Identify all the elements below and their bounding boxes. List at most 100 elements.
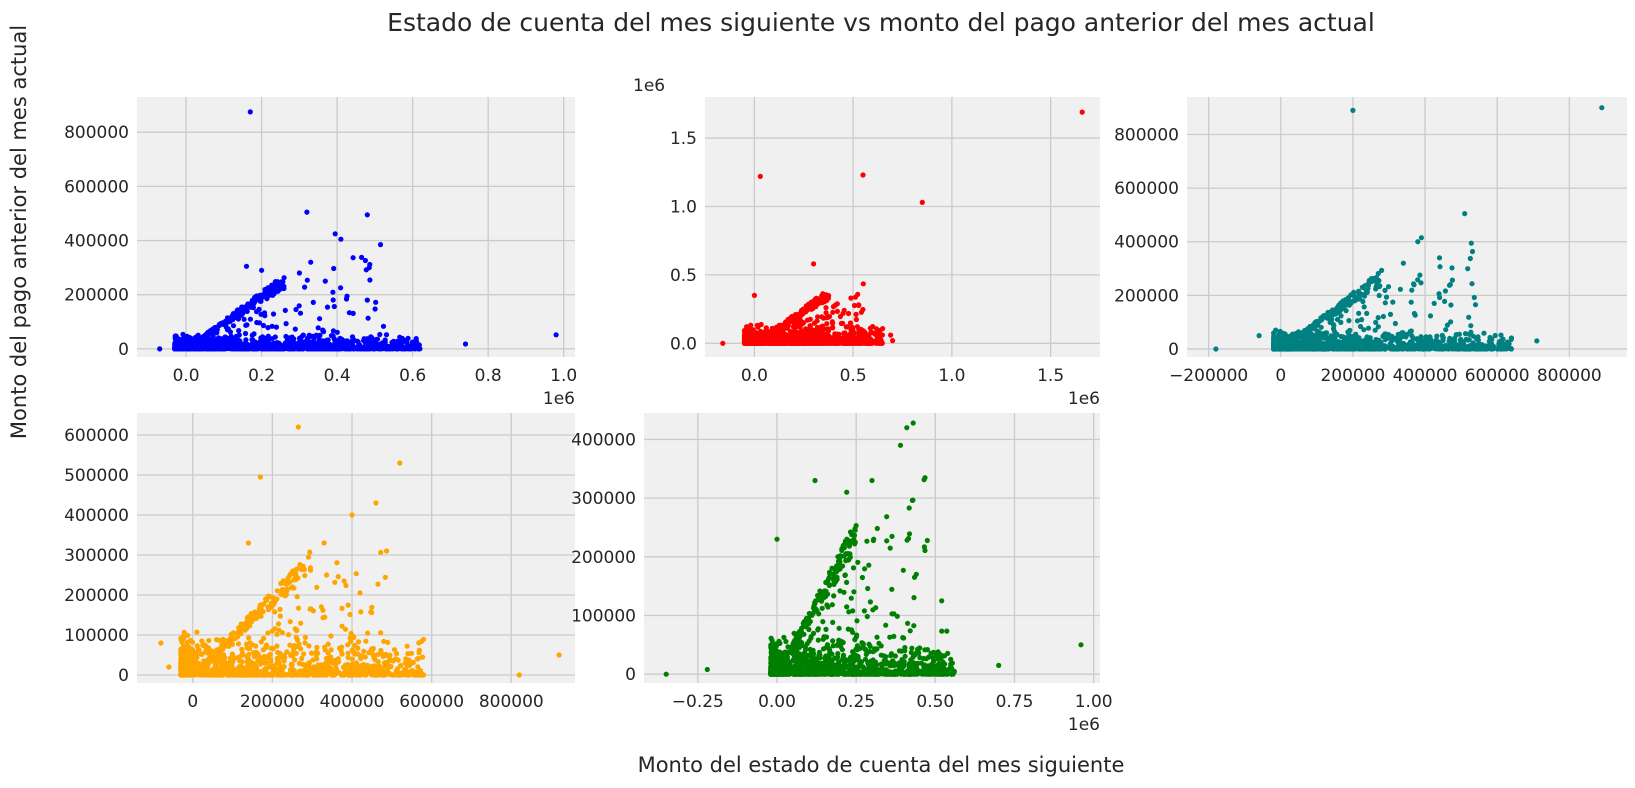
data-point xyxy=(781,322,787,328)
data-point xyxy=(1395,331,1401,337)
figure-title: Estado de cuenta del mes siguiente vs mo… xyxy=(387,8,1375,37)
data-point xyxy=(764,334,770,340)
data-point xyxy=(1421,346,1427,352)
y-tick-label: 600000 xyxy=(64,177,129,197)
data-point xyxy=(1467,255,1473,262)
data-point xyxy=(1319,344,1325,350)
data-point xyxy=(194,643,200,649)
data-point xyxy=(817,340,823,346)
y-tick-label: 1.0 xyxy=(670,197,697,217)
data-point xyxy=(1373,319,1379,325)
data-point xyxy=(1478,346,1485,352)
x-tick-label: 0 xyxy=(1275,366,1286,386)
data-point xyxy=(375,346,381,352)
data-point xyxy=(343,296,350,302)
plot-area xyxy=(705,97,1100,357)
data-point xyxy=(341,345,347,352)
data-point xyxy=(1345,295,1352,301)
data-point xyxy=(823,326,830,332)
data-point xyxy=(1356,335,1362,341)
data-point xyxy=(1414,342,1420,348)
data-point xyxy=(416,346,422,352)
data-point xyxy=(274,631,280,637)
data-point xyxy=(861,335,868,342)
data-point xyxy=(300,332,306,338)
data-point xyxy=(755,324,761,330)
data-point xyxy=(217,339,223,345)
data-point xyxy=(1271,330,1277,336)
data-point xyxy=(1397,286,1403,292)
data-point xyxy=(405,651,411,657)
y-tick-label: 0.5 xyxy=(670,266,697,286)
data-point xyxy=(362,664,368,671)
data-point xyxy=(296,270,302,276)
x-tick-label: 0.0 xyxy=(173,366,200,386)
data-point xyxy=(1364,288,1370,294)
y-tick-label: 600000 xyxy=(1114,179,1179,199)
data-point xyxy=(345,662,351,668)
data-point xyxy=(1390,299,1396,305)
data-point xyxy=(395,345,401,352)
data-point xyxy=(157,346,163,352)
data-point xyxy=(1336,306,1342,313)
data-point xyxy=(1292,346,1298,352)
data-point xyxy=(866,340,872,346)
data-point xyxy=(206,637,212,644)
data-point xyxy=(228,341,235,348)
data-point xyxy=(1213,346,1219,352)
x-tick-label: 1.0 xyxy=(938,366,965,386)
data-point xyxy=(838,320,845,327)
data-point xyxy=(858,309,865,315)
data-point xyxy=(808,306,815,312)
data-point xyxy=(1350,333,1356,340)
data-point xyxy=(249,642,256,648)
data-point xyxy=(1375,324,1381,330)
data-point xyxy=(1409,287,1415,293)
data-point xyxy=(415,664,421,670)
x-tick-label: 0.2 xyxy=(248,366,275,386)
data-point xyxy=(276,343,282,350)
data-point xyxy=(391,672,397,678)
data-point xyxy=(834,331,841,337)
data-point xyxy=(1318,324,1324,330)
data-point xyxy=(1448,302,1454,308)
data-point xyxy=(1415,277,1421,283)
data-point xyxy=(1381,332,1387,339)
data-point xyxy=(270,311,277,317)
x-tick-label: 600000 xyxy=(399,692,464,712)
data-point xyxy=(1347,327,1353,333)
data-point xyxy=(853,316,860,323)
data-point xyxy=(1278,346,1284,352)
data-point xyxy=(1498,338,1504,344)
data-point xyxy=(859,332,866,338)
data-point xyxy=(386,670,392,677)
y-tick-label: 1.5 xyxy=(670,129,697,149)
data-point xyxy=(799,333,805,339)
data-point xyxy=(395,666,401,672)
data-point xyxy=(1423,334,1429,340)
data-point xyxy=(1079,109,1085,115)
y-tick-label: 0 xyxy=(1168,340,1179,360)
data-point xyxy=(1361,293,1368,299)
data-point xyxy=(285,339,291,345)
data-point xyxy=(807,316,813,322)
data-point xyxy=(413,337,419,344)
x-offset-label: 1e6 xyxy=(543,389,575,409)
data-point xyxy=(845,310,852,317)
data-point xyxy=(349,656,355,662)
data-point xyxy=(1286,345,1292,351)
data-point xyxy=(183,338,189,344)
data-point xyxy=(1271,340,1277,346)
data-point xyxy=(387,652,393,658)
x-tick-label: 800000 xyxy=(1537,366,1602,386)
data-point xyxy=(355,339,361,345)
data-point xyxy=(389,339,395,346)
data-point xyxy=(1443,346,1449,352)
data-point xyxy=(834,308,841,314)
data-point xyxy=(273,324,279,330)
data-point xyxy=(856,327,862,333)
data-point xyxy=(793,337,799,343)
data-point xyxy=(377,331,383,338)
data-point xyxy=(1298,339,1304,345)
data-point xyxy=(350,255,356,261)
